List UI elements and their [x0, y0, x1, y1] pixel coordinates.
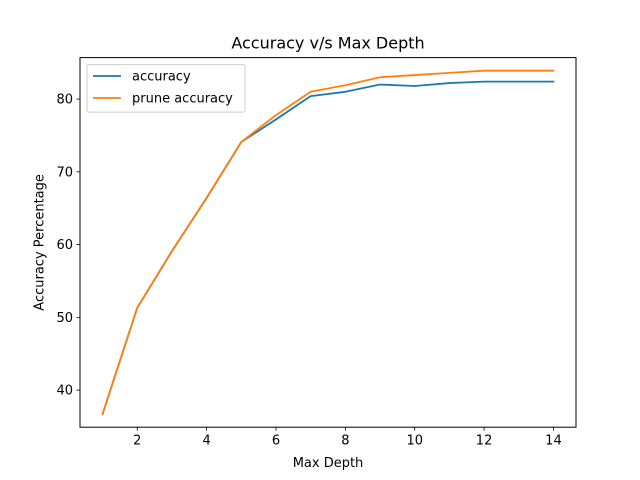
chart-title: Accuracy v/s Max Depth	[231, 34, 424, 53]
x-tick-label: 4	[202, 434, 210, 449]
plot-frame	[79, 57, 577, 428]
x-tick-label: 10	[406, 434, 423, 449]
x-tick-label: 12	[476, 434, 493, 449]
series-line	[101, 69, 555, 416]
x-tick-label: 6	[272, 434, 280, 449]
y-tick-label: 40	[56, 384, 73, 399]
y-tick-label: 70	[56, 165, 73, 180]
x-tick-label: 8	[341, 434, 349, 449]
axes: 2 4 6 8 10 12 14 40 50 60 70 80	[56, 93, 561, 449]
legend-label: accuracy	[132, 70, 191, 85]
plot-marks	[101, 69, 555, 416]
x-tick-label: 14	[545, 434, 562, 449]
y-tick-label: 80	[56, 93, 73, 108]
y-tick-label: 60	[56, 238, 73, 253]
series-prune-accuracy	[101, 69, 555, 416]
legend-box	[86, 64, 246, 113]
x-tick-label: 2	[133, 434, 141, 449]
legend: accuracy prune accuracy	[86, 64, 246, 113]
x-axis-label: Max Depth	[293, 456, 364, 471]
legend-label: prune accuracy	[132, 92, 233, 107]
y-tick-label: 50	[56, 311, 73, 326]
y-axis-label: Accuracy Percentage	[33, 174, 48, 311]
